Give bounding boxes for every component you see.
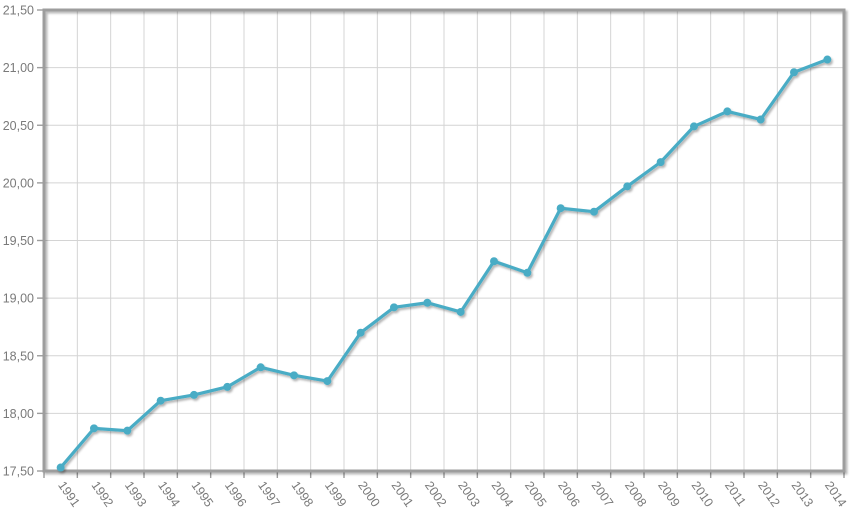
data-point[interactable] <box>656 158 665 167</box>
x-tick-label: 1992 <box>89 479 116 510</box>
y-tick-label: 17,50 <box>3 465 34 479</box>
x-tick-label: 2010 <box>689 479 716 510</box>
data-point[interactable] <box>390 303 398 312</box>
x-tick-label: 1995 <box>189 479 216 510</box>
data-point[interactable] <box>456 307 465 316</box>
x-tick-label: 2003 <box>455 479 482 510</box>
y-tick-label: 21,00 <box>3 61 34 75</box>
data-point[interactable] <box>690 122 698 131</box>
x-tick-label: 2000 <box>355 479 382 510</box>
x-tick-label: 1994 <box>155 479 182 510</box>
data-series <box>56 55 832 472</box>
y-tick-label: 19,50 <box>3 234 34 248</box>
x-tick-label: 2014 <box>822 479 849 510</box>
data-point[interactable] <box>556 204 565 213</box>
data-point[interactable] <box>756 115 765 124</box>
y-tick-label: 18,50 <box>3 349 34 363</box>
data-line <box>59 57 829 470</box>
data-point[interactable] <box>223 382 232 391</box>
x-tick-label: 1999 <box>322 479 349 510</box>
x-tick-label: 2009 <box>655 479 682 510</box>
x-tick-label: 2002 <box>422 479 449 510</box>
x-tick-label: 2007 <box>589 479 616 510</box>
x-tick-label: 2004 <box>489 479 516 510</box>
y-tick-label: 18,00 <box>3 407 34 421</box>
data-point[interactable] <box>490 257 498 266</box>
y-tick-label: 20,50 <box>3 119 34 133</box>
data-point[interactable] <box>623 182 632 191</box>
data-point[interactable] <box>290 371 298 380</box>
x-tick-label: 2006 <box>555 479 582 510</box>
data-point[interactable] <box>723 107 732 116</box>
x-tick-label: 2005 <box>522 479 549 510</box>
data-point[interactable] <box>123 426 132 435</box>
y-tick-label: 19,00 <box>3 292 34 306</box>
data-point[interactable] <box>256 363 265 372</box>
data-point[interactable] <box>790 68 798 77</box>
x-tick-label: 1996 <box>222 479 249 510</box>
x-tick-label: 2011 <box>722 479 749 509</box>
x-tick-label: 2013 <box>789 479 816 510</box>
y-tick-label: 20,00 <box>3 176 34 190</box>
x-tick-label: 2008 <box>622 479 649 510</box>
plot-border <box>42 8 846 473</box>
y-tick-label: 21,50 <box>3 4 34 18</box>
data-point[interactable] <box>90 424 98 433</box>
data-point[interactable] <box>56 463 65 472</box>
data-point[interactable] <box>590 207 598 216</box>
data-point[interactable] <box>423 298 432 307</box>
data-point[interactable] <box>190 390 198 399</box>
x-tick-label: 2001 <box>389 479 416 510</box>
x-tick-label: 1991 <box>55 479 82 510</box>
x-tick-label: 1993 <box>122 479 149 510</box>
data-point[interactable] <box>356 328 365 337</box>
x-tick-label: 2012 <box>755 479 782 510</box>
data-point[interactable] <box>823 55 832 64</box>
x-tick-label: 1997 <box>255 479 282 510</box>
data-point[interactable] <box>523 268 532 277</box>
data-point[interactable] <box>156 396 165 405</box>
x-tick-label: 1998 <box>289 479 316 510</box>
data-point[interactable] <box>323 377 332 386</box>
